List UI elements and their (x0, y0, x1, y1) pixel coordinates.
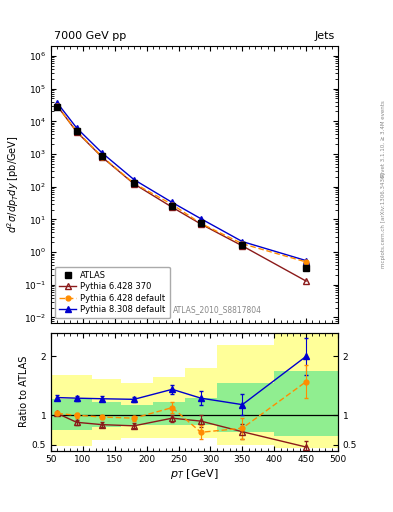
Text: Jets: Jets (315, 31, 335, 40)
Text: Rivet 3.1.10, ≥ 3.4M events: Rivet 3.1.10, ≥ 3.4M events (381, 100, 386, 177)
Text: 7000 GeV pp: 7000 GeV pp (54, 31, 126, 40)
Legend: ATLAS, Pythia 6.428 370, Pythia 6.428 default, Pythia 8.308 default: ATLAS, Pythia 6.428 370, Pythia 6.428 de… (55, 267, 170, 318)
Y-axis label: $d^{2}\sigma/dp_{T}dy$ [pb/GeV]: $d^{2}\sigma/dp_{T}dy$ [pb/GeV] (6, 136, 21, 233)
Y-axis label: Ratio to ATLAS: Ratio to ATLAS (19, 356, 29, 428)
Text: ATLAS_2010_S8817804: ATLAS_2010_S8817804 (173, 305, 262, 314)
Text: mcplots.cern.ch [arXiv:1306.3436]: mcplots.cern.ch [arXiv:1306.3436] (381, 173, 386, 268)
X-axis label: $p_{T}$ [GeV]: $p_{T}$ [GeV] (170, 467, 219, 481)
